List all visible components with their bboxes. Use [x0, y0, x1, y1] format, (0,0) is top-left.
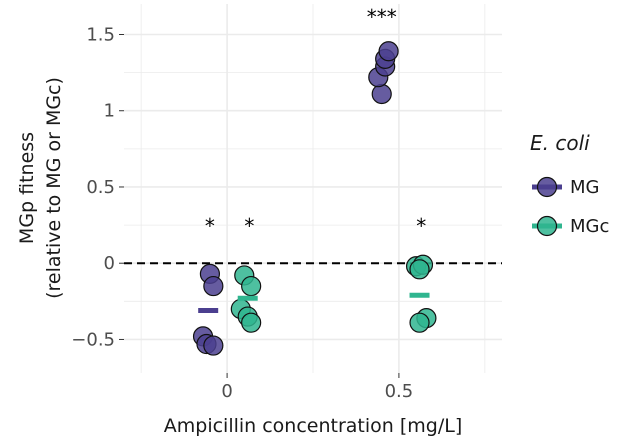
point-mgc	[409, 259, 430, 280]
mean-markers	[198, 292, 430, 313]
significance-mark: ***	[367, 5, 397, 29]
legend: E. coli MG MGc	[530, 131, 609, 237]
point-mg	[378, 41, 399, 62]
y-tick-label: 1	[104, 101, 115, 122]
y-tick-label: 1.5	[86, 24, 115, 45]
data-points	[192, 41, 437, 356]
x-axis-ticks: 0 0.5	[221, 373, 413, 402]
y-axis-title-line2: (relative to MG or MGc)	[43, 77, 65, 299]
point-mg	[371, 83, 392, 105]
x-tick-label: 0	[221, 381, 232, 402]
y-tick-label: −0.5	[71, 329, 115, 350]
point-mgc	[241, 312, 262, 333]
grid-lines	[124, 4, 502, 373]
point-mg	[203, 275, 224, 297]
legend-label-mgc: MGc	[570, 216, 609, 237]
point-mgc	[409, 312, 430, 333]
y-axis-ticks: −0.5 0 0.5 1 1.5	[71, 24, 124, 350]
y-tick-label: 0	[104, 253, 115, 274]
x-tick-label: 0.5	[385, 381, 414, 402]
legend-label-mg: MG	[570, 177, 599, 198]
significance-mark: *	[205, 214, 215, 238]
point-mgc	[241, 275, 262, 297]
legend-swatch-point	[536, 176, 558, 198]
significance-mark: *	[244, 214, 254, 238]
legend-swatch-point	[536, 215, 558, 237]
significance-annotations: * *****	[205, 5, 426, 238]
significance-mark: *	[416, 214, 426, 238]
y-axis-title-line1: MGp fitness	[16, 132, 38, 244]
x-axis-title: Ampicillin concentration [mg/L]	[164, 415, 463, 437]
point-mg	[203, 335, 224, 356]
y-tick-label: 0.5	[86, 177, 115, 198]
legend-title: E. coli	[530, 131, 590, 155]
